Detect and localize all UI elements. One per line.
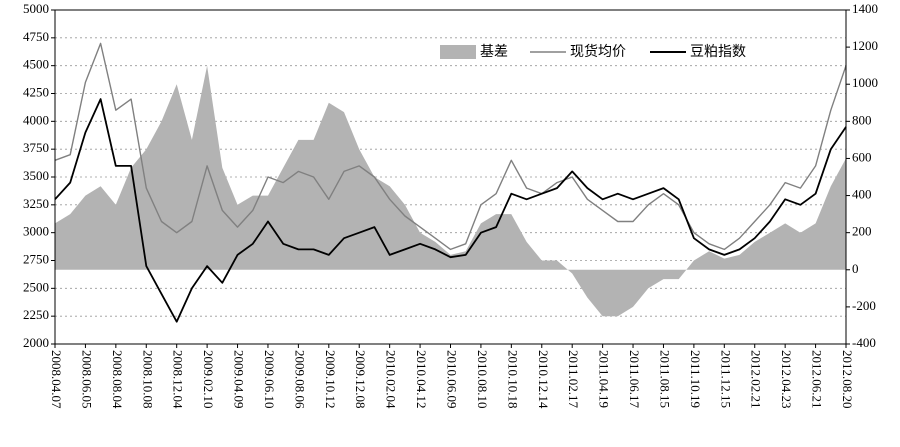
x-tick-label: 2009.10.12 [323, 350, 338, 409]
y-tick-label: 3250 [23, 196, 49, 211]
x-tick-label: 2008.06.05 [79, 350, 94, 409]
x-tick-label: 2010.04.12 [414, 350, 429, 409]
y-tick-label: 5000 [23, 1, 49, 16]
y2-tick-label: 0 [852, 261, 859, 276]
x-tick-label: 2012.06.21 [810, 350, 825, 409]
x-tick-label: 2010.12.14 [536, 350, 551, 409]
y-tick-label: 2000 [23, 335, 49, 350]
x-tick-label: 2011.08.15 [657, 350, 672, 408]
legend: 基差 现货均价 豆粕指数 [440, 43, 746, 60]
x-tick-label: 2008.04.07 [49, 350, 64, 409]
x-tick-label: 2009.04.09 [232, 350, 247, 409]
line-series [54, 98, 847, 323]
y-tick-label: 2250 [23, 307, 49, 322]
y2-tick-label: 1400 [852, 1, 878, 16]
x-tick-label: 2011.10.19 [688, 350, 703, 408]
x-tick-label: 2012.02.21 [749, 350, 764, 409]
y2-tick-label: 400 [852, 187, 872, 202]
plot-area [54, 42, 847, 323]
x-tick-label: 2010.02.04 [384, 350, 399, 409]
x-tick-label: 2010.08.10 [475, 350, 490, 409]
x-tick-label: 2011.04.19 [597, 350, 612, 408]
y-tick-label: 4500 [23, 57, 49, 72]
y-tick-label: 3750 [23, 140, 49, 155]
y-tick-label: 4750 [23, 29, 49, 44]
y2-tick-label: 800 [852, 112, 872, 127]
x-tick-label: 2012.08.20 [840, 350, 855, 409]
y2-tick-label: 600 [852, 149, 872, 164]
y-tick-label: 4000 [23, 112, 49, 127]
x-tick-label: 2008.12.04 [171, 350, 186, 409]
y-tick-label: 3500 [23, 168, 49, 183]
x-tick-label: 2012.04.23 [779, 350, 794, 409]
line-series [54, 42, 847, 251]
x-tick-label: 2008.10.08 [140, 350, 155, 409]
x-tick-label: 2009.06.10 [262, 350, 277, 409]
y2-tick-label: -200 [852, 298, 876, 313]
x-tick-label: 2008.08.04 [110, 350, 125, 409]
y-tick-label: 2750 [23, 251, 49, 266]
x-tick-label: 2011.06.17 [627, 350, 642, 409]
x-tick-label: 2010.10.18 [505, 350, 520, 409]
x-tick-label: 2011.02.17 [566, 350, 581, 409]
y-tick-label: 4250 [23, 84, 49, 99]
y-tick-label: 2500 [23, 279, 49, 294]
y2-tick-label: 200 [852, 224, 872, 239]
x-tick-label: 2010.06.09 [445, 350, 460, 409]
x-tick-label: 2009.12.08 [353, 350, 368, 409]
y2-tick-label: -400 [852, 335, 876, 350]
legend-swatch [440, 45, 476, 59]
x-tick-label: 2009.02.10 [201, 350, 216, 409]
x-tick-label: 2011.12.15 [718, 350, 733, 408]
y2-tick-label: 1000 [852, 75, 878, 90]
area-series [55, 65, 846, 317]
legend-label: 基差 [480, 43, 508, 60]
y2-tick-label: 1200 [852, 38, 878, 53]
x-tick-label: 2009.08.06 [292, 350, 307, 409]
legend-label: 豆粕指数 [690, 44, 746, 60]
legend-label: 现货均价 [570, 43, 626, 60]
y-tick-label: 3000 [23, 224, 49, 239]
